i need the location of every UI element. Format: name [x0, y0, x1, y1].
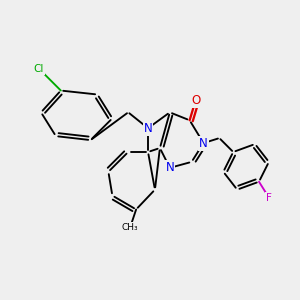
Text: F: F — [266, 193, 272, 202]
Text: Cl: Cl — [34, 64, 44, 74]
Text: O: O — [191, 94, 200, 107]
Text: CH₃: CH₃ — [122, 223, 139, 232]
Text: N: N — [199, 136, 208, 150]
Text: N: N — [165, 161, 174, 174]
Text: N: N — [144, 122, 152, 135]
